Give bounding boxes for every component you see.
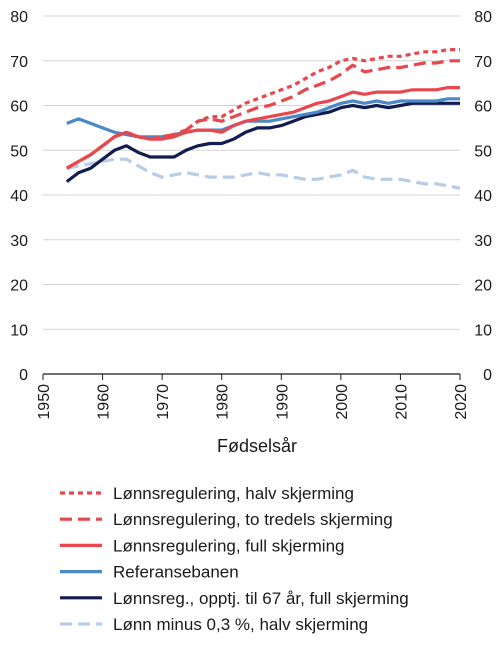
y-tick-label-right: 40 <box>474 188 492 205</box>
y-tick-label-left: 50 <box>10 143 28 160</box>
legend-label: Lønnsregulering, to tredels skjerming <box>113 510 393 529</box>
series-line <box>66 157 461 190</box>
y-tick-label-left: 60 <box>10 99 28 116</box>
y-tick-label-left: 70 <box>10 54 28 71</box>
legend-label: Lønnsregulering, full skjerming <box>113 536 345 555</box>
y-tick-label-right: 10 <box>474 322 492 339</box>
x-tick-label: 1990 <box>274 384 291 420</box>
legend-label: Referansebanen <box>113 563 239 582</box>
x-tick-label: 2010 <box>393 384 410 420</box>
y-tick-label-left: 20 <box>10 278 28 295</box>
x-tick-label: 1970 <box>155 384 172 420</box>
x-tick-label: 1960 <box>96 384 113 420</box>
y-tick-label-right: 60 <box>474 99 492 116</box>
y-tick-label-left: 0 <box>19 367 28 384</box>
y-tick-label-right: 0 <box>483 367 492 384</box>
legend-label: Lønn minus 0,3 %, halv skjerming <box>113 615 368 634</box>
series-line <box>65 101 460 183</box>
legend-label: Lønnsreg., opptj. til 67 år, full skjerm… <box>113 589 409 608</box>
x-tick-label: 1980 <box>215 384 232 420</box>
legend-label: Lønnsregulering, halv skjerming <box>113 484 354 503</box>
x-tick-label: 2000 <box>334 384 351 420</box>
legend: Lønnsregulering, halv skjerming Lønnsregu… <box>60 484 409 634</box>
series-line <box>66 48 460 170</box>
y-tick-label-right: 70 <box>474 54 492 71</box>
y-tick-label-left: 10 <box>10 322 28 339</box>
y-tick-label-left: 30 <box>10 233 28 250</box>
x-tick-label: 2020 <box>453 384 470 420</box>
y-axis-right: 0 10 20 30 40 50 60 70 80 <box>474 9 492 384</box>
x-axis: 1950 1960 1970 1980 1990 2000 2010 2020 <box>36 374 470 420</box>
x-axis-title: Fødselsår <box>217 436 297 456</box>
y-axis-left: 0 10 20 30 40 50 60 70 80 <box>10 9 28 384</box>
x-tick-label: 1950 <box>36 384 53 420</box>
series-line <box>66 59 460 170</box>
y-tick-label-left: 80 <box>10 9 28 26</box>
y-tick-label-right: 80 <box>474 9 492 26</box>
gridlines <box>43 15 460 375</box>
series-lines <box>65 48 461 190</box>
y-tick-label-right: 50 <box>474 143 492 160</box>
y-tick-label-right: 30 <box>474 233 492 250</box>
y-tick-label-right: 20 <box>474 278 492 295</box>
y-tick-label-left: 40 <box>10 188 28 205</box>
